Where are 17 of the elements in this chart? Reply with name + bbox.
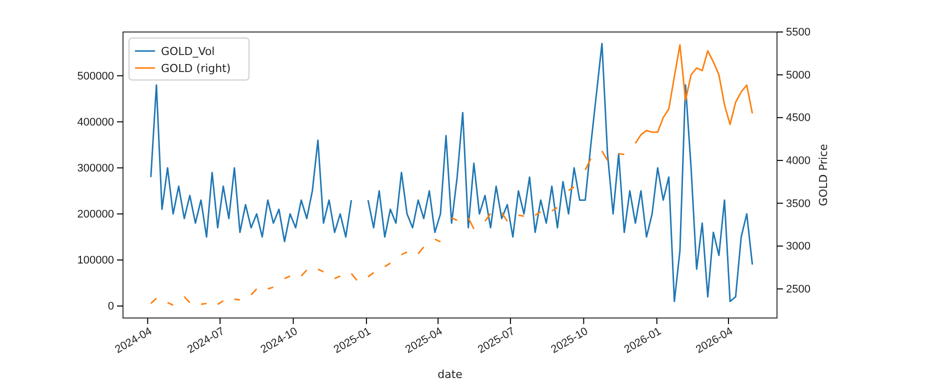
legend-label: GOLD_Vol <box>161 45 215 58</box>
y-tick-label: 300000 <box>77 162 114 174</box>
y2-tick-label: 3000 <box>786 240 810 253</box>
x-axis-title: date <box>438 368 463 381</box>
legend-label: GOLD (right) <box>161 62 231 75</box>
y2-tick-label: 2500 <box>786 283 810 296</box>
y2-axis-title: GOLD Price <box>817 144 830 206</box>
y-tick-label: 400000 <box>77 116 114 128</box>
y-tick-label: 100000 <box>77 254 114 266</box>
y2-tick-label: 5500 <box>786 26 810 39</box>
y-tick-label: 500000 <box>77 70 114 82</box>
y2-tick-label: 4000 <box>786 154 810 167</box>
y-tick-label: 0 <box>108 300 114 313</box>
y2-tick-label: 3500 <box>786 198 810 210</box>
y2-tick-label: 5000 <box>786 69 810 82</box>
y2-tick-label: 4500 <box>786 112 810 124</box>
y-tick-label: 200000 <box>77 208 114 220</box>
